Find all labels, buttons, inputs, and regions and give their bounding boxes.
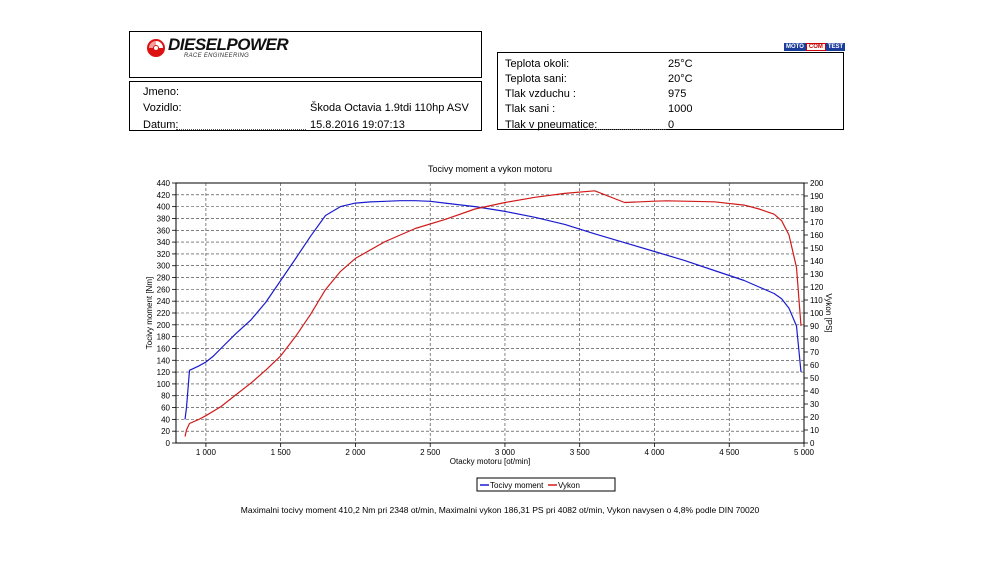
y-left-tick-label: 320 — [157, 250, 171, 259]
x-tick-label: 3 000 — [495, 448, 516, 457]
y-right-tick-label: 160 — [810, 231, 824, 240]
badge-part-3: TEST — [825, 43, 846, 51]
y-right-tick-label: 90 — [810, 322, 819, 331]
x-tick-label: 4 000 — [644, 448, 665, 457]
y-right-tick-label: 50 — [810, 374, 819, 383]
legend-label-power: Vykon — [558, 481, 580, 490]
x-tick-label: 4 500 — [719, 448, 740, 457]
x-tick-label: 1 000 — [196, 448, 217, 457]
vehicle-info-panel — [129, 81, 482, 131]
tlak-vzduchu-value: 975 — [668, 88, 687, 100]
series-lines — [184, 190, 802, 437]
y-left-tick-label: 180 — [157, 333, 171, 342]
summary-text: Maximalni tocivy moment 410,2 Nm pri 234… — [240, 505, 760, 515]
y-left-tick-label: 360 — [157, 226, 171, 235]
y-left-tick-label: 300 — [157, 262, 171, 271]
y-right-tick-label: 30 — [810, 400, 819, 409]
turbo-swirl-icon — [147, 39, 165, 57]
x-tick-label: 2 000 — [345, 448, 366, 457]
y-left-tick-label: 440 — [157, 179, 171, 188]
x-tick-label: 5 000 — [794, 448, 815, 457]
teplota-sani-value: 20°C — [668, 73, 693, 85]
plot-area — [175, 182, 805, 444]
brand-name: DIESELPOWER — [168, 35, 289, 54]
x-tick-label: 2 500 — [420, 448, 441, 457]
tlak-vzduchu-label: Tlak vzduchu : — [505, 88, 576, 100]
y-right-tick-label: 170 — [810, 218, 824, 227]
y-right-tick-label: 200 — [810, 179, 824, 188]
y-right-tick-label: 150 — [810, 244, 824, 253]
legend-box — [476, 477, 616, 492]
vozidlo-value: Škoda Octavia 1.9tdi 110hp ASV — [310, 102, 469, 114]
teplota-okoli-value: 25°C — [668, 58, 693, 70]
dieselpower-logo: DIESELPOWER RACE ENGINEERING — [146, 35, 296, 62]
tlak-pneu-value: 0 — [668, 119, 675, 131]
y-right-tick-label: 190 — [810, 192, 824, 201]
y-right-tick-label: 60 — [810, 361, 819, 370]
y-right-tick-label: 80 — [810, 335, 819, 344]
tlak-pneu-leader-line — [588, 129, 666, 130]
y-axis-right-label: Vykon [PS] — [824, 293, 833, 332]
torque-series-line — [184, 200, 802, 420]
teplota-sani-label: Teplota sani: — [505, 73, 567, 85]
conditions-panel — [497, 52, 844, 130]
x-tick-label: 3 500 — [570, 448, 591, 457]
y-left-tick-label: 260 — [157, 285, 171, 294]
y-left-tick-label: 380 — [157, 214, 171, 223]
logo-frame — [129, 31, 482, 78]
y-left-tick-label: 420 — [157, 191, 171, 200]
y-left-tick-label: 200 — [157, 321, 171, 330]
brand-tagline: RACE ENGINEERING — [184, 53, 250, 59]
y-left-tick-label: 340 — [157, 238, 171, 247]
datum-label: Datum: — [143, 119, 179, 131]
jmeno-label: Jmeno: — [143, 86, 180, 98]
y-right-tick-label: 0 — [810, 439, 815, 448]
y-left-tick-label: 20 — [161, 427, 170, 436]
chart-title: Tocivy moment a vykon motoru — [428, 164, 552, 174]
y-left-tick-label: 60 — [161, 404, 170, 413]
motocomtest-badge: MOTO COM TEST — [784, 43, 846, 51]
y-left-tick-label: 120 — [157, 368, 171, 377]
y-right-tick-label: 100 — [810, 309, 824, 318]
vozidlo-label: Vozidlo: — [143, 102, 182, 114]
y-axis-left-label: Tocivy moment [Nm] — [145, 277, 154, 349]
badge-part-2: COM — [805, 43, 826, 51]
y-right-tick-label: 70 — [810, 348, 819, 357]
x-axis-label: Otacky motoru [ot/min] — [450, 457, 530, 466]
y-left-tick-label: 40 — [161, 415, 170, 424]
y-left-tick-label: 140 — [157, 356, 171, 365]
datum-value: 15.8.2016 19:07:13 — [310, 119, 405, 131]
tlak-sani-value: 1000 — [668, 103, 693, 115]
y-right-tick-label: 120 — [810, 283, 824, 292]
y-left-tick-label: 80 — [161, 392, 170, 401]
y-left-tick-label: 240 — [157, 297, 171, 306]
y-right-tick-label: 10 — [810, 426, 819, 435]
grid-lines — [176, 183, 804, 443]
legend-label-torque: Tocivy moment — [490, 481, 544, 490]
y-left-tick-label: 220 — [157, 309, 171, 318]
y-right-tick-label: 140 — [810, 257, 824, 266]
y-right-tick-label: 40 — [810, 387, 819, 396]
tlak-pneu-label: Tlak v pneumatice: — [505, 119, 598, 131]
axis-ticks: 0204060801001201401601802002202402602803… — [157, 179, 824, 457]
y-right-tick-label: 180 — [810, 205, 824, 214]
teplota-okoli-label: Teplota okoli: — [505, 58, 570, 70]
y-right-tick-label: 20 — [810, 413, 819, 422]
y-left-tick-label: 400 — [157, 203, 171, 212]
y-left-tick-label: 0 — [166, 439, 171, 448]
y-left-tick-label: 280 — [157, 274, 171, 283]
y-left-tick-label: 100 — [157, 380, 171, 389]
datum-leader-line — [176, 129, 306, 130]
tlak-sani-label: Tlak sani : — [505, 103, 556, 115]
x-tick-label: 1 500 — [271, 448, 292, 457]
y-right-tick-label: 130 — [810, 270, 824, 279]
y-right-tick-label: 110 — [810, 296, 823, 305]
power-series-line — [184, 190, 802, 437]
badge-part-1: MOTO — [784, 43, 806, 51]
y-left-tick-label: 160 — [157, 344, 171, 353]
